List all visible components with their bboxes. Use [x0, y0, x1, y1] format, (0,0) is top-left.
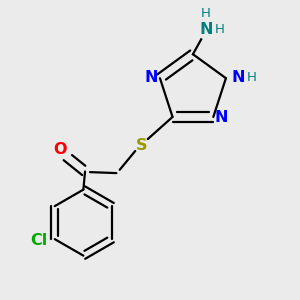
Text: H: H: [246, 71, 256, 84]
Text: S: S: [135, 137, 147, 152]
Text: O: O: [53, 142, 67, 157]
Text: N: N: [145, 70, 158, 85]
Text: Cl: Cl: [30, 233, 48, 248]
Text: N: N: [215, 110, 228, 125]
Text: H: H: [201, 7, 211, 20]
Text: N: N: [232, 70, 245, 85]
Text: N: N: [200, 22, 213, 37]
Text: H: H: [214, 23, 224, 36]
